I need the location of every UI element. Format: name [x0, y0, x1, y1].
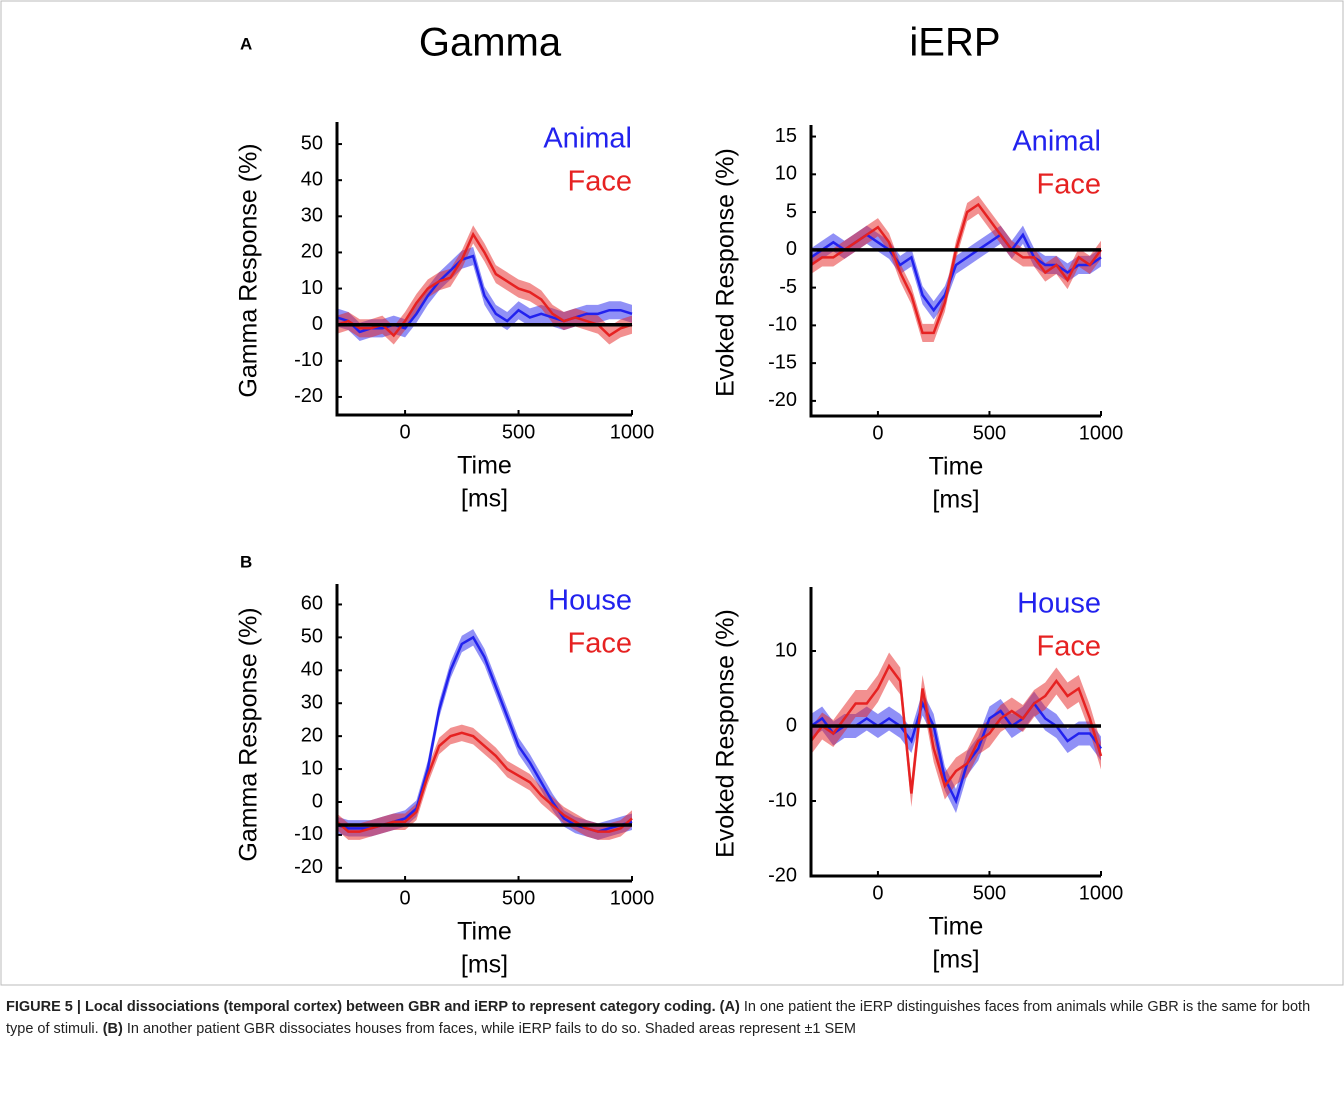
- x-tick-label: 1000: [1079, 882, 1124, 904]
- sem-band: [811, 195, 1101, 342]
- y-tick-label: 30: [301, 205, 323, 227]
- y-tick-label: 0: [312, 790, 323, 812]
- legend-entry: Animal: [543, 123, 632, 155]
- x-tick-label: 1000: [1079, 422, 1124, 444]
- series-line: [336, 731, 633, 833]
- x-tick-label: 500: [973, 882, 1006, 904]
- x-axis-label: Time: [929, 453, 984, 481]
- x-tick-label: 500: [973, 422, 1006, 444]
- legend-entry: Face: [1037, 169, 1101, 201]
- legend-entry: House: [1017, 588, 1101, 620]
- y-tick-label: 15: [775, 125, 797, 147]
- y-tick-label: 20: [301, 241, 323, 263]
- legend-entry: Face: [1037, 631, 1101, 663]
- x-tick-label: 0: [872, 422, 883, 444]
- series-line: [336, 231, 633, 338]
- y-tick-label: 40: [301, 659, 323, 681]
- series-line: [336, 635, 633, 833]
- panel-label: B: [240, 552, 252, 571]
- y-tick-label: -20: [294, 385, 323, 407]
- x-axis-label: Time: [929, 913, 984, 941]
- y-axis-label: Gamma Response (%): [235, 143, 263, 397]
- x-tick-label: 0: [400, 421, 411, 443]
- legend-entry: Face: [568, 628, 632, 660]
- y-axis-label: Evoked Response (%): [712, 148, 740, 397]
- legend-entry: Animal: [1012, 126, 1101, 158]
- caption-text: In another patient GBR dissociates house…: [126, 1021, 856, 1037]
- y-tick-label: 50: [301, 132, 323, 154]
- x-axis-label: [ms]: [461, 485, 508, 513]
- y-tick-label: 30: [301, 692, 323, 714]
- y-tick-label: -10: [768, 314, 797, 336]
- y-tick-label: 10: [775, 163, 797, 185]
- y-tick-label: 20: [301, 724, 323, 746]
- y-tick-label: 40: [301, 168, 323, 190]
- x-axis-label: Time: [457, 918, 512, 946]
- x-tick-label: 500: [502, 421, 535, 443]
- frame: [0, 0, 1344, 986]
- series-line: [810, 700, 1103, 805]
- column-title: iERP: [909, 21, 1000, 65]
- y-tick-label: -20: [768, 864, 797, 886]
- x-axis-label: [ms]: [932, 486, 979, 514]
- x-tick-label: 0: [400, 887, 411, 909]
- y-tick-label: -5: [779, 276, 797, 298]
- y-tick-label: 0: [786, 714, 797, 736]
- y-tick-label: -10: [294, 823, 323, 845]
- legend-entry: Face: [568, 166, 632, 198]
- y-axis-label: Gamma Response (%): [235, 607, 263, 861]
- x-axis-label: [ms]: [932, 946, 979, 974]
- caption-text: In one patient the iERP distinguishes fa…: [6, 999, 1311, 1037]
- x-axis-label: [ms]: [461, 951, 508, 979]
- y-tick-label: 5: [786, 200, 797, 222]
- panel-label: A: [240, 34, 252, 53]
- y-tick-label: 0: [786, 238, 797, 260]
- sem-band: [337, 724, 632, 840]
- x-tick-label: 500: [502, 887, 535, 909]
- caption-title: FIGURE 5 | Local dissociations (temporal…: [6, 999, 716, 1015]
- sem-band: [337, 629, 632, 840]
- legend-entry: House: [548, 585, 632, 617]
- y-tick-label: -10: [768, 789, 797, 811]
- y-tick-label: 10: [301, 277, 323, 299]
- caption-text: (B): [102, 1021, 123, 1037]
- y-tick-label: -20: [768, 389, 797, 411]
- y-tick-label: -15: [768, 351, 797, 373]
- y-tick-label: 10: [775, 639, 797, 661]
- y-tick-label: 60: [301, 593, 323, 615]
- caption-text: (A): [719, 999, 740, 1015]
- series-line: [809, 663, 1103, 794]
- y-tick-label: -20: [294, 856, 323, 878]
- y-axis-label: Evoked Response (%): [712, 609, 740, 858]
- y-tick-label: 50: [301, 626, 323, 648]
- column-title: Gamma: [419, 21, 562, 65]
- sem-band: [337, 225, 632, 345]
- y-tick-label: -10: [294, 349, 323, 371]
- sem-band: [811, 652, 1101, 807]
- x-tick-label: 1000: [610, 421, 655, 443]
- x-axis-label: Time: [457, 452, 512, 480]
- caption: FIGURE 5 | Local dissociations (temporal…: [6, 996, 1336, 1040]
- y-tick-label: 10: [301, 757, 323, 779]
- x-tick-label: 0: [872, 882, 883, 904]
- x-tick-label: 1000: [610, 887, 655, 909]
- y-tick-label: 0: [312, 313, 323, 335]
